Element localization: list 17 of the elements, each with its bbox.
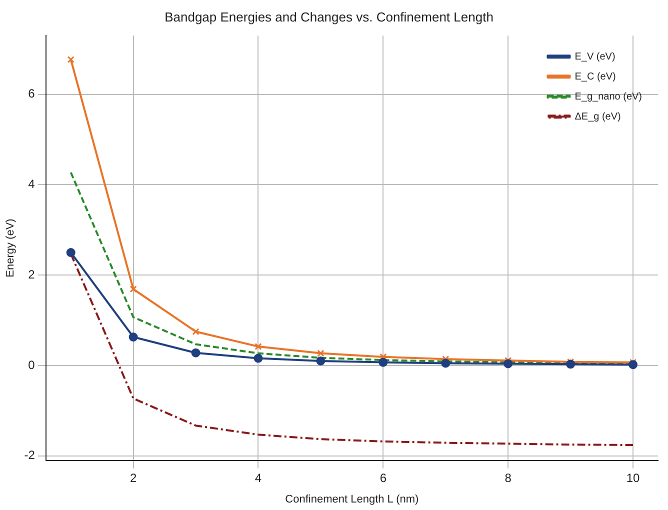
- y-tick-label: 2: [28, 267, 36, 282]
- x-tick-label: 4: [254, 470, 262, 485]
- legend-label: E_g_nano (eV): [574, 91, 642, 102]
- legend-label: ΔE_g (eV): [574, 111, 621, 122]
- x-tick-label: 8: [504, 470, 512, 485]
- y-tick-label: 6: [28, 86, 36, 101]
- x-axis-title: Confinement Length L (nm): [285, 493, 419, 506]
- y-tick-label: 0: [28, 358, 36, 372]
- y-tick-label: 4: [28, 177, 36, 192]
- y-tick-label: -2: [24, 448, 36, 462]
- legend-label: E_V (eV): [574, 51, 616, 62]
- chart-title: Bandgap Energies and Changes vs. Confinement Length: [164, 9, 494, 24]
- x-tick-label: 2: [130, 470, 137, 485]
- x-tick-label: 6: [380, 470, 387, 485]
- y-axis-title: Energy (eV): [4, 218, 17, 278]
- x-tick-label: 10: [626, 470, 640, 485]
- legend-label: E_C (eV): [574, 71, 616, 82]
